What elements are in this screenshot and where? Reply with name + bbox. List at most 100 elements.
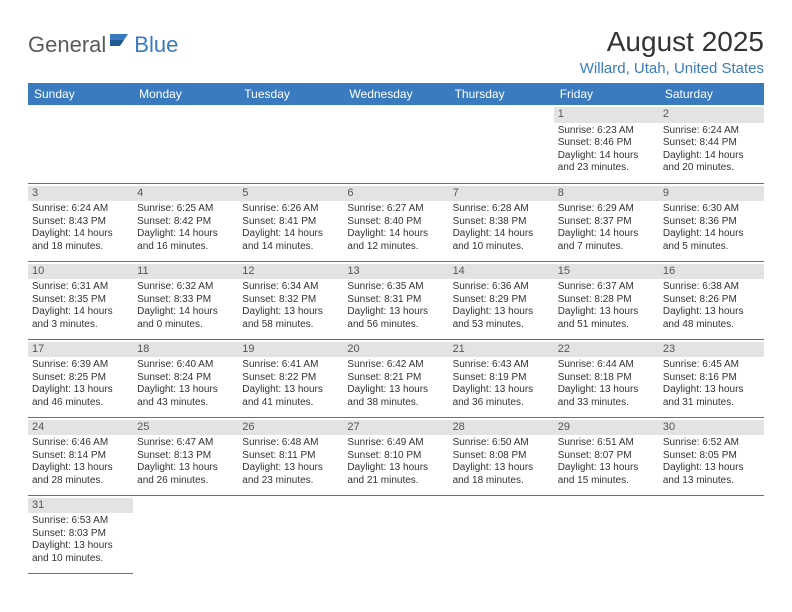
logo-text-general: General <box>28 32 106 58</box>
day-content: 30Sunrise: 6:52 AMSunset: 8:05 PMDayligh… <box>659 418 764 492</box>
daylight-line: Daylight: 14 hours and 7 minutes. <box>558 228 655 253</box>
day-number: 4 <box>133 186 238 202</box>
sunrise-line: Sunrise: 6:46 AM <box>32 437 129 450</box>
logo: General Blue <box>28 26 178 58</box>
month-title: August 2025 <box>580 26 764 58</box>
sunrise-line: Sunrise: 6:29 AM <box>558 203 655 216</box>
day-number: 2 <box>659 107 764 123</box>
day-number: 23 <box>659 342 764 358</box>
calendar-body: 1Sunrise: 6:23 AMSunset: 8:46 PMDaylight… <box>28 105 764 573</box>
day-cell: 29Sunrise: 6:51 AMSunset: 8:07 PMDayligh… <box>554 417 659 495</box>
sunset-line: Sunset: 8:07 PM <box>558 450 655 463</box>
sunset-line: Sunset: 8:13 PM <box>137 450 234 463</box>
day-number: 30 <box>659 420 764 436</box>
sunrise-line: Sunrise: 6:41 AM <box>242 359 339 372</box>
sunset-line: Sunset: 8:46 PM <box>558 137 655 150</box>
daylight-line: Daylight: 14 hours and 16 minutes. <box>137 228 234 253</box>
sunset-line: Sunset: 8:24 PM <box>137 372 234 385</box>
day-cell: 16Sunrise: 6:38 AMSunset: 8:26 PMDayligh… <box>659 261 764 339</box>
sunrise-line: Sunrise: 6:43 AM <box>453 359 550 372</box>
day-content: 11Sunrise: 6:32 AMSunset: 8:33 PMDayligh… <box>133 262 238 336</box>
sunset-line: Sunset: 8:35 PM <box>32 294 129 307</box>
day-content: 28Sunrise: 6:50 AMSunset: 8:08 PMDayligh… <box>449 418 554 492</box>
day-cell: 17Sunrise: 6:39 AMSunset: 8:25 PMDayligh… <box>28 339 133 417</box>
day-number: 3 <box>28 186 133 202</box>
day-cell: 27Sunrise: 6:49 AMSunset: 8:10 PMDayligh… <box>343 417 448 495</box>
day-number: 17 <box>28 342 133 358</box>
sunrise-line: Sunrise: 6:36 AM <box>453 281 550 294</box>
day-content: 16Sunrise: 6:38 AMSunset: 8:26 PMDayligh… <box>659 262 764 336</box>
day-number: 20 <box>343 342 448 358</box>
daylight-line: Daylight: 13 hours and 33 minutes. <box>558 384 655 409</box>
weekday-header: Friday <box>554 83 659 105</box>
sunset-line: Sunset: 8:29 PM <box>453 294 550 307</box>
day-content: 12Sunrise: 6:34 AMSunset: 8:32 PMDayligh… <box>238 262 343 336</box>
day-cell: 23Sunrise: 6:45 AMSunset: 8:16 PMDayligh… <box>659 339 764 417</box>
sunrise-line: Sunrise: 6:31 AM <box>32 281 129 294</box>
day-cell: 26Sunrise: 6:48 AMSunset: 8:11 PMDayligh… <box>238 417 343 495</box>
day-number: 5 <box>238 186 343 202</box>
sunset-line: Sunset: 8:40 PM <box>347 216 444 229</box>
sunset-line: Sunset: 8:36 PM <box>663 216 760 229</box>
day-content: 24Sunrise: 6:46 AMSunset: 8:14 PMDayligh… <box>28 418 133 492</box>
sunset-line: Sunset: 8:33 PM <box>137 294 234 307</box>
empty-cell <box>133 495 238 573</box>
sunset-line: Sunset: 8:18 PM <box>558 372 655 385</box>
day-content: 27Sunrise: 6:49 AMSunset: 8:10 PMDayligh… <box>343 418 448 492</box>
day-cell: 21Sunrise: 6:43 AMSunset: 8:19 PMDayligh… <box>449 339 554 417</box>
day-content: 31Sunrise: 6:53 AMSunset: 8:03 PMDayligh… <box>28 496 133 570</box>
day-number: 25 <box>133 420 238 436</box>
sunrise-line: Sunrise: 6:51 AM <box>558 437 655 450</box>
daylight-line: Daylight: 13 hours and 53 minutes. <box>453 306 550 331</box>
day-cell: 2Sunrise: 6:24 AMSunset: 8:44 PMDaylight… <box>659 105 764 183</box>
day-cell: 14Sunrise: 6:36 AMSunset: 8:29 PMDayligh… <box>449 261 554 339</box>
day-cell: 1Sunrise: 6:23 AMSunset: 8:46 PMDaylight… <box>554 105 659 183</box>
daylight-line: Daylight: 13 hours and 21 minutes. <box>347 462 444 487</box>
empty-cell <box>449 495 554 573</box>
daylight-line: Daylight: 13 hours and 51 minutes. <box>558 306 655 331</box>
day-number: 22 <box>554 342 659 358</box>
day-content: 9Sunrise: 6:30 AMSunset: 8:36 PMDaylight… <box>659 184 764 258</box>
calendar-row: 10Sunrise: 6:31 AMSunset: 8:35 PMDayligh… <box>28 261 764 339</box>
sunrise-line: Sunrise: 6:26 AM <box>242 203 339 216</box>
daylight-line: Daylight: 13 hours and 28 minutes. <box>32 462 129 487</box>
calendar-header-row: SundayMondayTuesdayWednesdayThursdayFrid… <box>28 83 764 105</box>
day-cell: 22Sunrise: 6:44 AMSunset: 8:18 PMDayligh… <box>554 339 659 417</box>
empty-cell <box>28 105 133 183</box>
day-cell: 3Sunrise: 6:24 AMSunset: 8:43 PMDaylight… <box>28 183 133 261</box>
sunrise-line: Sunrise: 6:53 AM <box>32 515 129 528</box>
location: Willard, Utah, United States <box>580 60 764 77</box>
daylight-line: Daylight: 13 hours and 26 minutes. <box>137 462 234 487</box>
day-cell: 30Sunrise: 6:52 AMSunset: 8:05 PMDayligh… <box>659 417 764 495</box>
sunrise-line: Sunrise: 6:44 AM <box>558 359 655 372</box>
day-cell: 10Sunrise: 6:31 AMSunset: 8:35 PMDayligh… <box>28 261 133 339</box>
day-content: 18Sunrise: 6:40 AMSunset: 8:24 PMDayligh… <box>133 340 238 414</box>
day-number: 13 <box>343 264 448 280</box>
daylight-line: Daylight: 14 hours and 18 minutes. <box>32 228 129 253</box>
weekday-header: Tuesday <box>238 83 343 105</box>
calendar-row: 3Sunrise: 6:24 AMSunset: 8:43 PMDaylight… <box>28 183 764 261</box>
weekday-header: Monday <box>133 83 238 105</box>
day-cell: 5Sunrise: 6:26 AMSunset: 8:41 PMDaylight… <box>238 183 343 261</box>
day-content: 10Sunrise: 6:31 AMSunset: 8:35 PMDayligh… <box>28 262 133 336</box>
day-cell: 31Sunrise: 6:53 AMSunset: 8:03 PMDayligh… <box>28 495 133 573</box>
day-content: 1Sunrise: 6:23 AMSunset: 8:46 PMDaylight… <box>554 105 659 179</box>
sunrise-line: Sunrise: 6:27 AM <box>347 203 444 216</box>
day-number: 29 <box>554 420 659 436</box>
day-content: 13Sunrise: 6:35 AMSunset: 8:31 PMDayligh… <box>343 262 448 336</box>
sunset-line: Sunset: 8:22 PM <box>242 372 339 385</box>
sunset-line: Sunset: 8:05 PM <box>663 450 760 463</box>
day-content: 14Sunrise: 6:36 AMSunset: 8:29 PMDayligh… <box>449 262 554 336</box>
daylight-line: Daylight: 14 hours and 3 minutes. <box>32 306 129 331</box>
day-cell: 18Sunrise: 6:40 AMSunset: 8:24 PMDayligh… <box>133 339 238 417</box>
day-cell: 9Sunrise: 6:30 AMSunset: 8:36 PMDaylight… <box>659 183 764 261</box>
daylight-line: Daylight: 14 hours and 20 minutes. <box>663 150 760 175</box>
day-cell: 12Sunrise: 6:34 AMSunset: 8:32 PMDayligh… <box>238 261 343 339</box>
sunset-line: Sunset: 8:11 PM <box>242 450 339 463</box>
day-number: 27 <box>343 420 448 436</box>
day-content: 5Sunrise: 6:26 AMSunset: 8:41 PMDaylight… <box>238 184 343 258</box>
daylight-line: Daylight: 13 hours and 43 minutes. <box>137 384 234 409</box>
day-content: 7Sunrise: 6:28 AMSunset: 8:38 PMDaylight… <box>449 184 554 258</box>
sunrise-line: Sunrise: 6:48 AM <box>242 437 339 450</box>
daylight-line: Daylight: 14 hours and 12 minutes. <box>347 228 444 253</box>
